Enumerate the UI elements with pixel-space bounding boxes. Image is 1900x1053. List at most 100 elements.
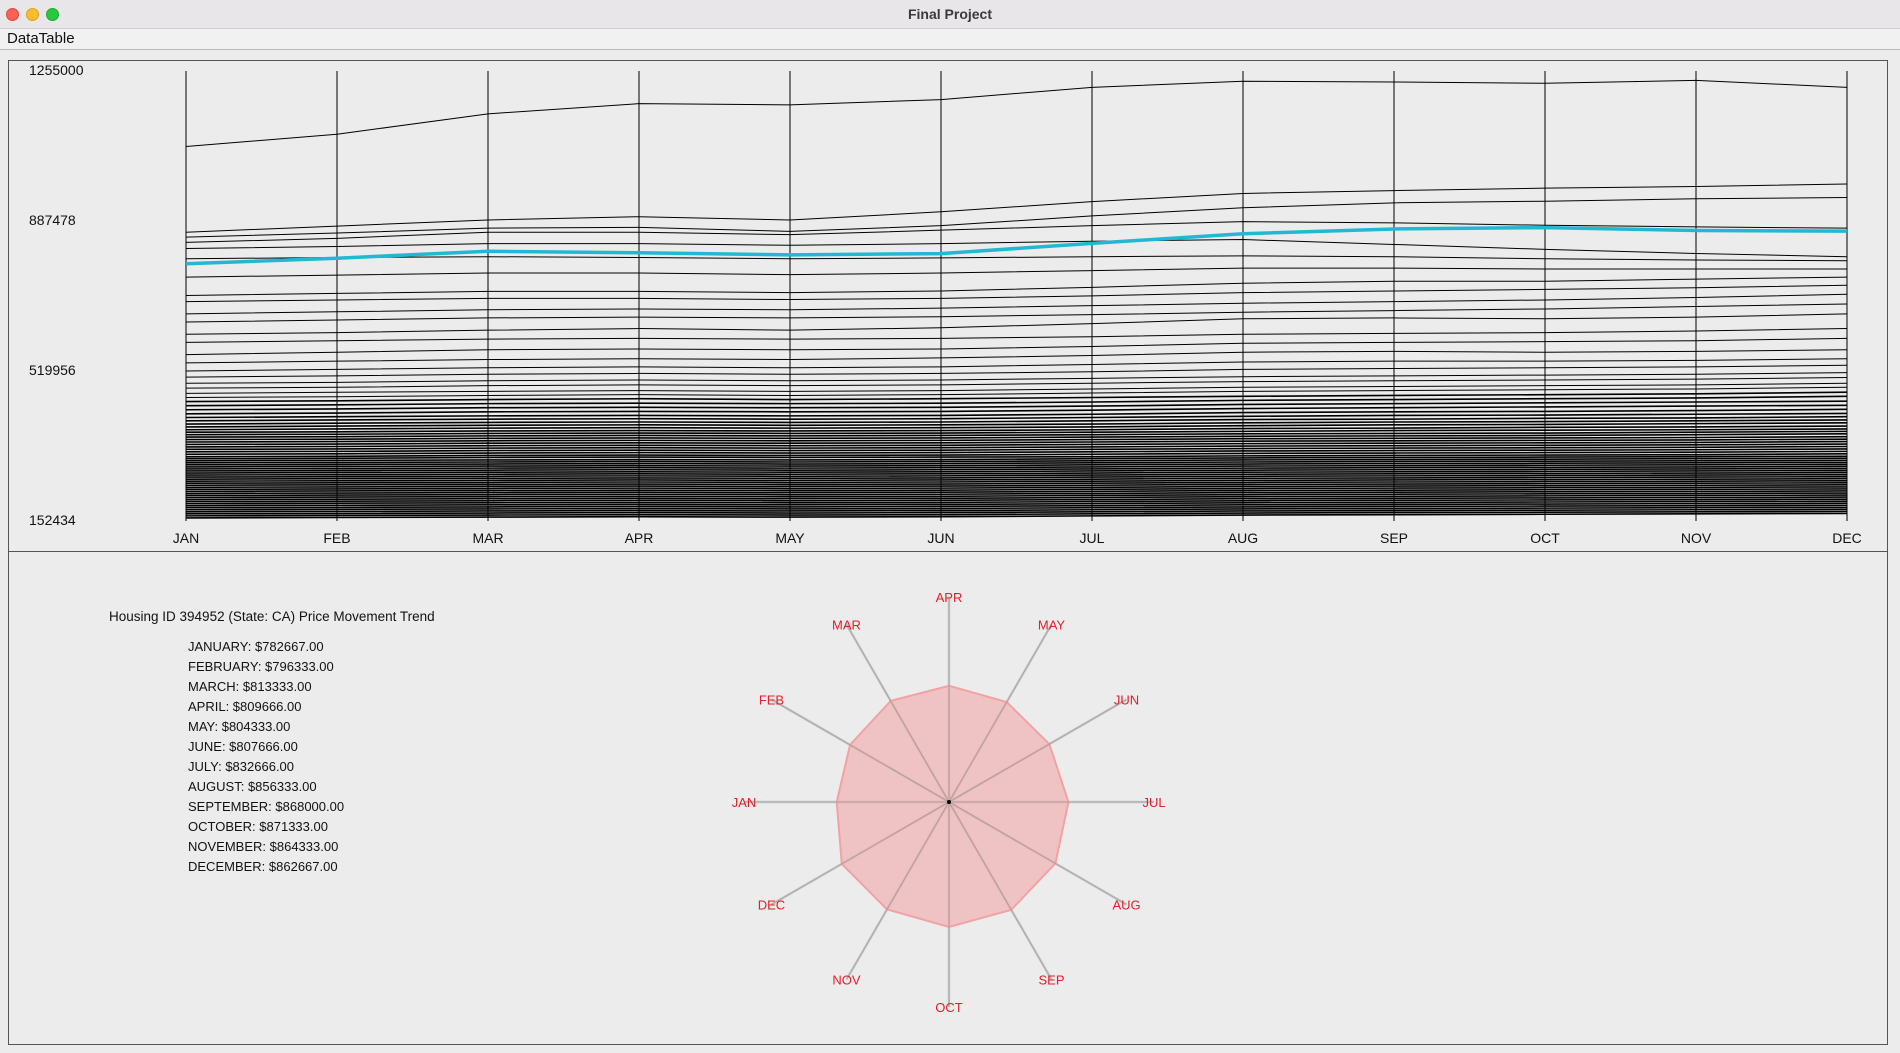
x-tick-jun: JUN (927, 530, 954, 546)
close-window-button[interactable] (6, 8, 19, 21)
series-line (185, 457, 1848, 464)
series-line (185, 412, 1848, 422)
price-march: MARCH: $813333.00 (188, 679, 312, 694)
detail-title: Housing ID 394952 (State: CA) Price Move… (109, 609, 435, 624)
radar-label-may: MAY (1038, 617, 1066, 632)
series-line (185, 463, 1848, 470)
radar-spoke-overlay (771, 801, 950, 905)
series-line (185, 445, 1848, 453)
series-line (185, 400, 1848, 411)
y-tick-label: 152434 (29, 512, 76, 528)
series-line (185, 239, 1848, 258)
series-line (185, 419, 1848, 428)
radar-label-jul: JUL (1142, 795, 1165, 810)
price-line-chart-panel: JAN FEB MAR APR MAY JUN JUL AUG SEP OCT NOV DEC 1255… (8, 60, 1888, 552)
radar-label-aug: AUG (1112, 898, 1140, 913)
series-line (185, 364, 1848, 378)
menu-datatable[interactable]: DataTable (7, 30, 75, 47)
window-titlebar: Final Project (0, 0, 1900, 29)
series-line (185, 479, 1848, 487)
price-january: JANUARY: $782667.00 (188, 639, 324, 654)
series-line (185, 471, 1848, 478)
x-tick-nov: NOV (1681, 530, 1712, 546)
radar-spoke-overlay (846, 801, 950, 980)
series-line (185, 465, 1848, 472)
series-line (185, 453, 1848, 460)
price-october: OCTOBER: $871333.00 (188, 819, 328, 834)
highlighted-series-line[interactable] (185, 225, 1848, 266)
menu-bar: DataTable (0, 29, 1900, 50)
price-may: MAY: $804333.00 (188, 719, 291, 734)
price-august: AUGUST: $856333.00 (188, 779, 317, 794)
series-line (185, 440, 1848, 448)
series-line (185, 382, 1848, 394)
x-tick-apr: APR (625, 530, 654, 546)
minimize-window-button[interactable] (26, 8, 39, 21)
series-line (185, 303, 1848, 323)
series-line (185, 197, 1848, 238)
radar-spoke-overlay (846, 624, 950, 803)
radar-label-sep: SEP (1038, 973, 1064, 988)
series-line (185, 510, 1848, 517)
series-line (185, 425, 1848, 434)
series-line (185, 386, 1848, 399)
series-line (185, 358, 1848, 372)
series-line (185, 488, 1848, 495)
price-november: NOVEMBER: $864333.00 (188, 839, 339, 854)
radar-spoke-overlay (948, 699, 1127, 803)
series-line (185, 459, 1848, 466)
radar-label-apr: APR (936, 590, 963, 605)
series-line (185, 498, 1848, 505)
radar-label-nov: NOV (832, 973, 861, 988)
radar-label-feb: FEB (759, 693, 784, 708)
y-tick-label: 887478 (29, 212, 76, 228)
series-line (185, 484, 1848, 491)
series-line (185, 415, 1848, 425)
series-line (185, 502, 1848, 509)
x-tick-may: MAY (775, 530, 805, 546)
x-tick-feb: FEB (323, 530, 350, 546)
series-line (185, 435, 1848, 443)
series-line (185, 450, 1848, 458)
series-line (185, 313, 1848, 335)
price-line-chart: JAN FEB MAR APR MAY JUN JUL AUG SEP OCT NOV DEC 1255… (29, 62, 1862, 546)
price-july: JULY: $832666.00 (188, 759, 295, 774)
x-tick-jan: JAN (173, 530, 199, 546)
series-line (185, 408, 1848, 419)
series-line (185, 433, 1848, 441)
radar-label-jan: JAN (732, 795, 757, 810)
series-line (185, 475, 1848, 482)
x-tick-sep: SEP (1380, 530, 1408, 546)
radar-label-dec: DEC (758, 898, 785, 913)
series-line (185, 391, 1848, 403)
series-line (185, 486, 1848, 493)
series-line (185, 267, 1847, 278)
series-line (185, 395, 1848, 407)
radar-label-jun: JUN (1114, 693, 1139, 708)
series-line (185, 443, 1848, 451)
housing-detail-panel: Housing ID 394952 (State: CA) Price Move… (8, 552, 1888, 1045)
series-line (185, 404, 1848, 415)
zoom-window-button[interactable] (46, 8, 59, 21)
series-line (185, 276, 1848, 296)
series-line (185, 438, 1848, 446)
radar-spoke-overlay (948, 801, 1052, 980)
radar-label-oct: OCT (935, 1000, 963, 1015)
x-tick-jul: JUL (1080, 530, 1105, 546)
series-line (185, 477, 1848, 485)
series-line (185, 284, 1848, 303)
series-line (185, 79, 1848, 148)
price-february: FEBRUARY: $796333.00 (188, 659, 334, 674)
series-line (185, 496, 1848, 503)
series-line (185, 500, 1848, 507)
series-line (185, 467, 1848, 474)
series-line (185, 473, 1848, 480)
x-tick-oct: OCT (1530, 530, 1560, 546)
monthly-price-list: JANUARY: $782667.00 FEBRUARY: $796333.00… (188, 637, 344, 877)
series-line (185, 461, 1848, 468)
price-radar-chart: JAN FEB MAR APR MAY JUN JUL AUG SEP OCT NOV DEC (732, 590, 1166, 1015)
series-line (185, 428, 1848, 436)
price-june: JUNE: $807666.00 (188, 739, 298, 754)
series-line (185, 506, 1848, 513)
series-line (185, 508, 1848, 515)
